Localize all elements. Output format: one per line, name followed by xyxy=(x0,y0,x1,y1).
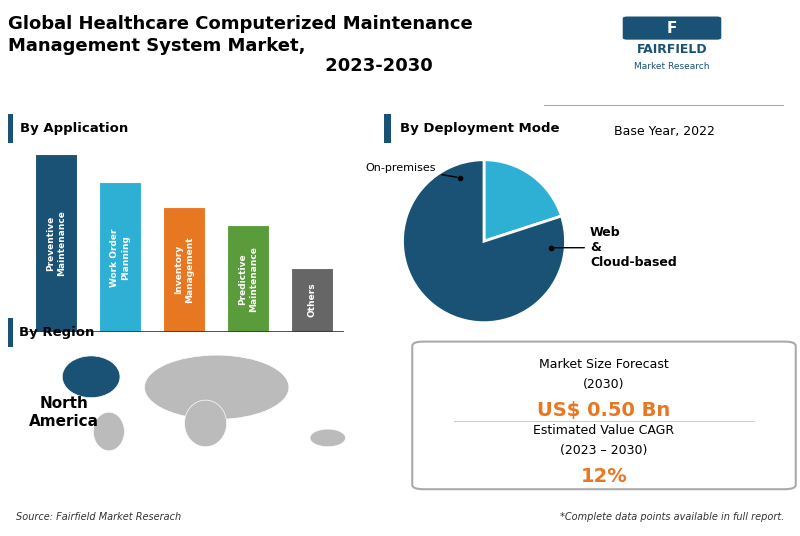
Text: (2030): (2030) xyxy=(583,378,625,391)
Bar xyxy=(8,318,13,347)
Text: 12%: 12% xyxy=(581,467,627,487)
Bar xyxy=(163,207,205,332)
Text: FAIRFIELD: FAIRFIELD xyxy=(637,43,707,56)
Text: US$ 0.50 Bn: US$ 0.50 Bn xyxy=(538,401,670,420)
Text: Web
&
Cloud-based: Web & Cloud-based xyxy=(554,226,677,269)
Text: By Region: By Region xyxy=(18,326,94,339)
Bar xyxy=(384,114,391,143)
FancyBboxPatch shape xyxy=(412,341,796,489)
Bar xyxy=(99,182,141,332)
Bar xyxy=(291,268,333,332)
Text: Inventory
Management: Inventory Management xyxy=(174,236,194,303)
Text: Preventive
Maintenance: Preventive Maintenance xyxy=(46,210,66,276)
Text: Estimated Value CAGR: Estimated Value CAGR xyxy=(534,424,674,437)
Text: F: F xyxy=(667,20,677,35)
Text: Market Research: Market Research xyxy=(634,62,710,71)
Wedge shape xyxy=(484,160,562,241)
Text: By Application: By Application xyxy=(20,122,129,135)
Ellipse shape xyxy=(185,400,226,447)
Ellipse shape xyxy=(62,356,120,398)
Text: Predictive
Maintenance: Predictive Maintenance xyxy=(238,246,258,311)
Text: North
America: North America xyxy=(29,396,99,429)
FancyBboxPatch shape xyxy=(622,17,722,40)
Text: On-premises: On-premises xyxy=(366,163,457,177)
Text: By Deployment Mode: By Deployment Mode xyxy=(400,122,559,135)
Bar xyxy=(35,154,77,332)
Wedge shape xyxy=(402,160,566,323)
Ellipse shape xyxy=(310,429,346,447)
Text: 2023-2030: 2023-2030 xyxy=(318,57,433,75)
Text: (2023 – 2030): (2023 – 2030) xyxy=(560,444,648,457)
Text: Others: Others xyxy=(307,283,317,317)
Bar xyxy=(8,114,14,143)
Bar xyxy=(227,225,269,332)
Text: Source: Fairfield Market Reserach: Source: Fairfield Market Reserach xyxy=(16,512,181,522)
Text: Global Healthcare Computerized Maintenance
Management System Market,: Global Healthcare Computerized Maintenan… xyxy=(8,15,473,55)
Text: Base Year, 2022: Base Year, 2022 xyxy=(614,125,714,138)
Ellipse shape xyxy=(94,412,125,451)
Text: Market Size Forecast: Market Size Forecast xyxy=(539,358,669,370)
Text: *Complete data points available in full report.: *Complete data points available in full … xyxy=(560,512,784,522)
Ellipse shape xyxy=(145,355,289,419)
Text: Work Order
Planning: Work Order Planning xyxy=(110,228,130,287)
